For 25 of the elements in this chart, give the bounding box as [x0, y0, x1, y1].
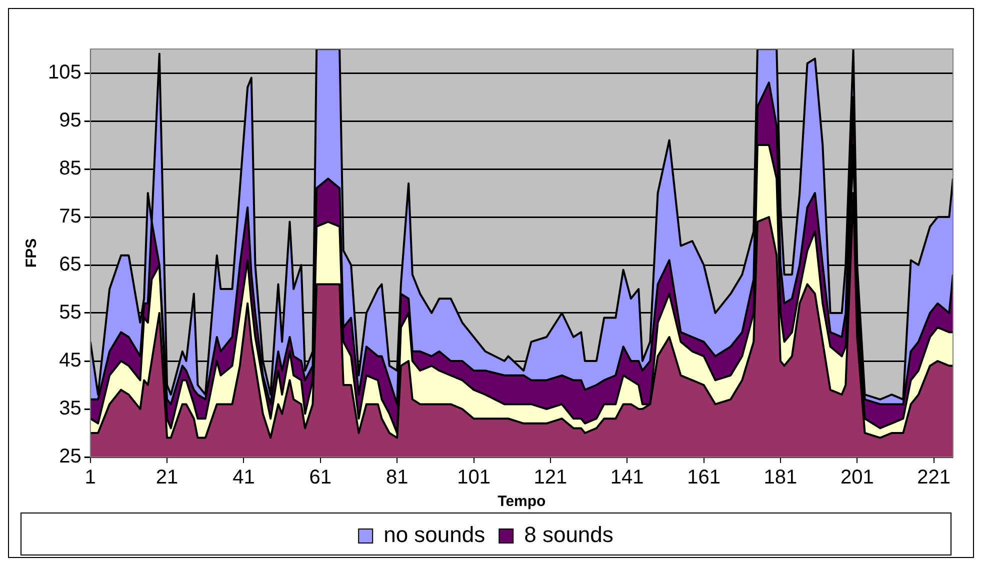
- y-tick-label: 25: [59, 446, 82, 468]
- legend-label: no sounds: [384, 522, 486, 548]
- x-tick-label: 121: [534, 466, 568, 489]
- y-tick-label: 55: [59, 302, 82, 324]
- y-tick-label: 75: [59, 206, 82, 228]
- x-tick-label: 181: [764, 466, 798, 489]
- x-tick-label: 61: [309, 466, 332, 489]
- legend-label: 8 sounds: [524, 522, 614, 548]
- y-tick-label: 35: [59, 398, 82, 420]
- x-tick-label: 101: [457, 466, 490, 489]
- y-tick-label: 85: [59, 158, 82, 180]
- x-axis-title: Tempo: [498, 493, 546, 510]
- x-tick-label: 21: [156, 466, 178, 489]
- y-tick-label: 45: [59, 350, 82, 372]
- y-tick-label: 105: [48, 62, 82, 84]
- x-tick-label: 41: [232, 466, 255, 489]
- x-tick-label: 221: [917, 466, 951, 489]
- y-tick-label: 95: [59, 110, 82, 132]
- x-tick-label: 201: [840, 466, 874, 489]
- x-tick-label: 81: [386, 466, 408, 489]
- y-tick-label: 65: [59, 254, 82, 276]
- x-tick-label: 161: [687, 466, 720, 489]
- x-tick-label: 141: [610, 466, 644, 489]
- x-tick-label: 1: [84, 466, 96, 489]
- y-axis-title: FPS: [23, 238, 40, 268]
